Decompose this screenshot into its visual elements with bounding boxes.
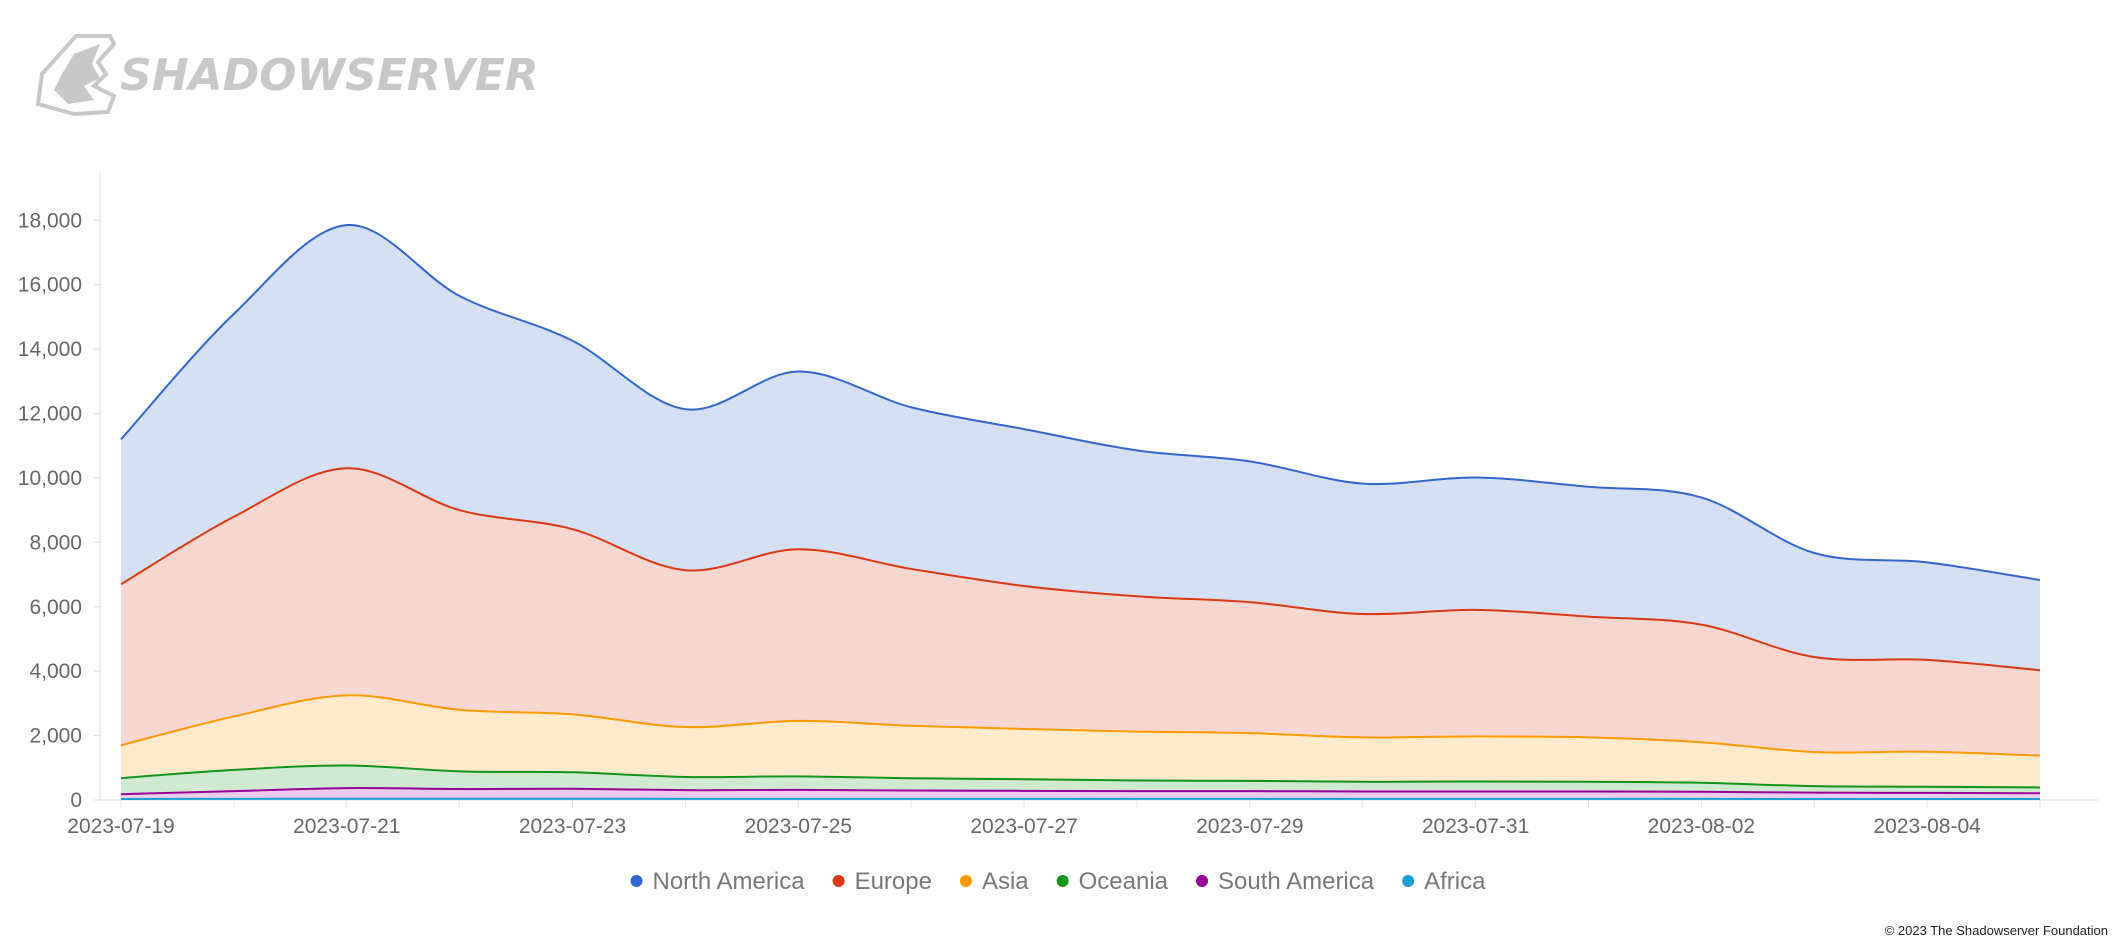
y-axis-ticks: 0 2,000 4,000 6,000 8,000 10,000 12,000 14,000 1… (18, 209, 100, 812)
legend-item-oceania[interactable]: Oceania (1056, 868, 1169, 895)
legend-swatch (1196, 875, 1209, 887)
y-tick-label: 0 (70, 789, 82, 812)
legend: North America Europe Asia Oceania South Amer… (630, 868, 1486, 895)
legend-label: Oceania (1079, 868, 1169, 895)
x-tick-label: 2023-07-19 (67, 815, 174, 838)
x-tick-label: 2023-07-23 (519, 815, 626, 838)
x-tick-label: 2023-07-21 (293, 815, 400, 838)
legend-swatch (832, 875, 845, 887)
series-line-europe[interactable] (120, 467, 2041, 672)
series-line-north-america[interactable] (120, 224, 2041, 582)
legend-label: South America (1218, 868, 1375, 895)
series-line-south-america[interactable] (120, 787, 2041, 796)
series-line-oceania[interactable] (120, 764, 2041, 789)
y-tick-label: 8,000 (29, 531, 82, 554)
legend-item-africa[interactable]: Africa (1402, 868, 1486, 895)
x-tick-label: 2023-08-02 (1648, 815, 1755, 838)
legend-item-europe[interactable]: Europe (832, 868, 932, 895)
series-line-asia[interactable] (120, 694, 2041, 757)
legend-item-south-america[interactable]: South America (1196, 868, 1375, 895)
y-tick-label: 16,000 (18, 274, 82, 297)
area-south-america (121, 788, 2040, 800)
legend-swatch (630, 875, 643, 887)
x-axis-ticks: 2023-07-19 2023-07-21 2023-07-23 2023-07-25… (67, 800, 2041, 838)
legend-item-asia[interactable]: Asia (959, 868, 1029, 895)
y-tick-label: 10,000 (18, 467, 82, 490)
y-tick-label: 14,000 (18, 338, 82, 361)
legend-label: North America (653, 868, 806, 895)
logo-icon (35, 34, 117, 117)
x-tick-label: 2023-07-25 (745, 815, 852, 838)
y-tick-label: 4,000 (29, 660, 82, 683)
y-tick-label: 6,000 (29, 596, 82, 619)
x-tick-label: 2023-07-31 (1422, 815, 1529, 838)
legend-label: Africa (1424, 868, 1486, 895)
area-mask-south-america (121, 788, 2040, 800)
legend-swatch (1056, 875, 1069, 887)
logo-wordmark: SHADOWSERVER (120, 50, 539, 101)
y-tick-label: 18,000 (18, 209, 82, 232)
legend-label: Europe (855, 868, 932, 895)
legend-swatch (1402, 875, 1415, 887)
area-series-group (120, 224, 2041, 801)
legend-swatch (959, 875, 972, 887)
shadowserver-logo: SHADOWSERVER (35, 34, 539, 117)
legend-label: Asia (982, 868, 1029, 895)
x-tick-label: 2023-07-29 (1196, 815, 1303, 838)
x-tick-label: 2023-07-27 (970, 815, 1077, 838)
y-tick-label: 2,000 (29, 725, 82, 748)
legend-item-north-america[interactable]: North America (630, 868, 806, 895)
x-tick-label: 2023-08-04 (1873, 815, 1981, 838)
y-tick-label: 12,000 (18, 403, 82, 426)
copyright-notice: © 2023 The Shadowserver Foundation (1885, 923, 2108, 938)
